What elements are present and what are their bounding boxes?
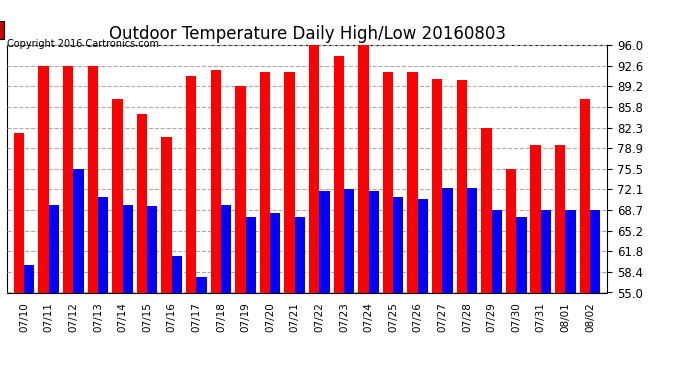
Bar: [235, 86, 246, 292]
Bar: [88, 66, 98, 292]
Bar: [260, 72, 270, 292]
Bar: [417, 199, 428, 292]
Bar: [334, 56, 344, 292]
Bar: [14, 132, 24, 292]
Bar: [24, 266, 34, 292]
Bar: [506, 169, 516, 292]
Title: Outdoor Temperature Daily High/Low 20160803: Outdoor Temperature Daily High/Low 20160…: [108, 26, 506, 44]
Bar: [590, 210, 600, 292]
Bar: [457, 80, 467, 292]
Bar: [407, 72, 417, 292]
Bar: [344, 189, 354, 292]
Bar: [383, 72, 393, 292]
Bar: [432, 80, 442, 292]
Bar: [481, 128, 491, 292]
Bar: [516, 217, 526, 292]
Bar: [531, 145, 541, 292]
Bar: [73, 169, 83, 292]
Bar: [161, 137, 172, 292]
Bar: [147, 206, 157, 292]
Bar: [565, 210, 575, 292]
Bar: [98, 197, 108, 292]
Bar: [137, 114, 147, 292]
Bar: [580, 99, 590, 292]
Bar: [172, 256, 182, 292]
Bar: [319, 191, 330, 292]
Bar: [49, 205, 59, 292]
Bar: [467, 188, 477, 292]
Bar: [123, 205, 133, 292]
Bar: [197, 278, 207, 292]
Bar: [555, 145, 565, 292]
Bar: [246, 217, 256, 292]
Bar: [358, 45, 368, 292]
Bar: [270, 213, 280, 292]
Bar: [393, 197, 404, 292]
Bar: [112, 99, 123, 292]
Bar: [39, 66, 49, 292]
Bar: [210, 70, 221, 292]
Bar: [186, 76, 197, 292]
Bar: [541, 210, 551, 292]
Bar: [221, 205, 231, 292]
Bar: [442, 188, 453, 292]
Bar: [295, 217, 305, 292]
Text: Copyright 2016 Cartronics.com: Copyright 2016 Cartronics.com: [7, 39, 159, 50]
Bar: [491, 210, 502, 292]
Bar: [63, 66, 73, 292]
Bar: [284, 72, 295, 292]
Bar: [309, 45, 319, 292]
Bar: [368, 191, 379, 292]
